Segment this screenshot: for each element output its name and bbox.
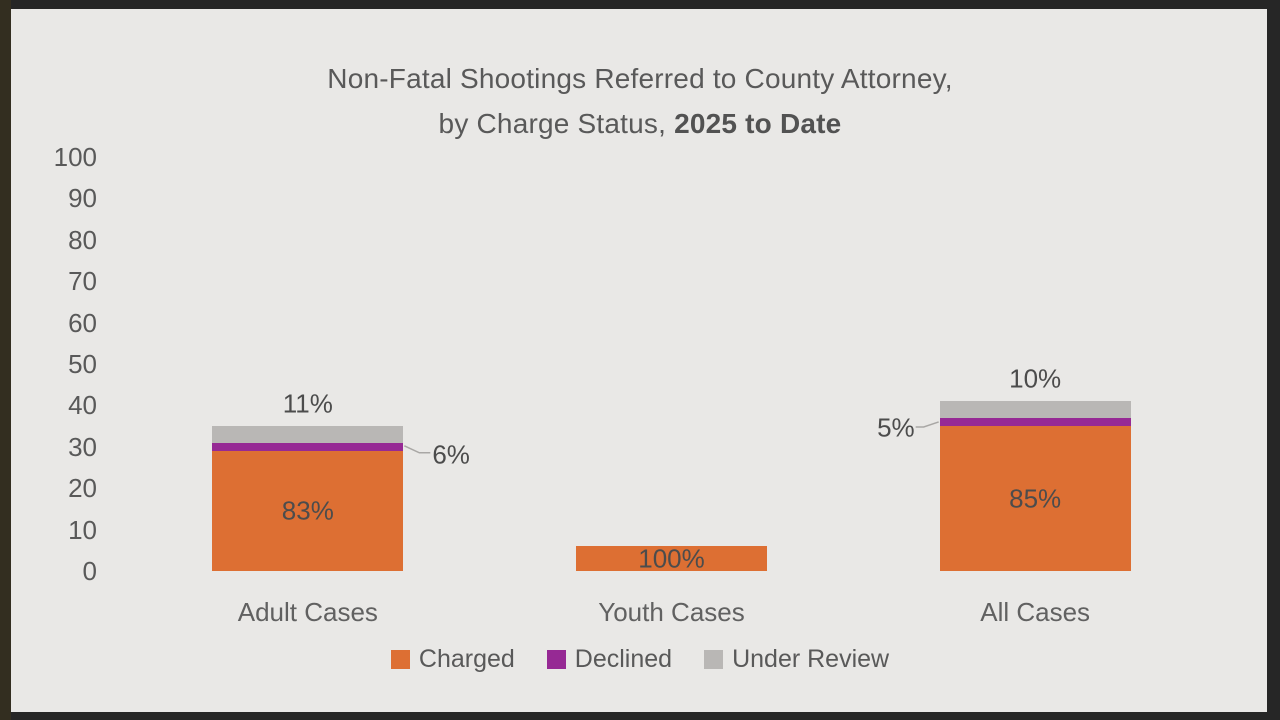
leader-line	[915, 421, 939, 428]
y-tick-label-70: 70	[68, 266, 97, 297]
y-tick-label-90: 90	[68, 183, 97, 214]
legend-swatch-under-review	[704, 650, 724, 669]
y-tick-label-0: 0	[82, 556, 97, 586]
bar-segment-all-cases-charged	[939, 426, 1131, 571]
data-label-adult-cases-charged: 83%	[281, 495, 334, 526]
legend-swatch-charged	[390, 650, 410, 669]
chart-title-line1: Non-Fatal Shootings Referred to County A…	[327, 63, 953, 94]
legend-label-under-review: Under Review	[732, 645, 890, 673]
legend-item-charged: Charged	[390, 645, 515, 674]
legend-swatch-declined	[546, 650, 566, 669]
data-label-all-cases-declined: 5%	[877, 412, 915, 443]
legend-item-under-review: Under Review	[704, 645, 889, 674]
data-label-youth-cases-charged: 100%	[638, 543, 705, 574]
y-tick-label-10: 10	[68, 514, 97, 545]
y-tick-label-60: 60	[68, 307, 97, 338]
chart-title-line2: by Charge Status,	[438, 108, 675, 139]
data-label-adult-cases-declined: 6%	[432, 439, 470, 470]
chart-title: Non-Fatal Shootings Referred to County A…	[0, 56, 1280, 146]
y-tick-label-40: 40	[68, 390, 97, 421]
y-tick-label-20: 20	[68, 473, 97, 504]
category-label-adult-cases: Adult Cases	[237, 597, 378, 627]
legend-item-declined: Declined	[546, 645, 673, 674]
category-label-all-cases: All Cases	[980, 597, 1091, 627]
chart-title-line2-bold: 2025 to Date	[674, 108, 842, 139]
bar-segment-adult-cases-under-review	[212, 426, 404, 443]
legend-label-declined: Declined	[574, 645, 673, 673]
bar-segment-adult-cases-charged	[212, 450, 404, 571]
bar-segment-adult-cases-declined	[212, 442, 404, 451]
bar-segment-all-cases-declined	[939, 417, 1131, 427]
bar-segment-youth-cases-charged	[576, 546, 767, 571]
video-frame-left-edge	[0, 0, 11, 720]
data-label-all-cases-charged: 85%	[1009, 483, 1062, 514]
slide-background	[11, 9, 1267, 712]
legend: Charged Declined Under Review	[0, 645, 1280, 674]
y-tick-label-50: 50	[68, 349, 97, 379]
category-label-youth-cases: Youth Cases	[598, 597, 745, 627]
y-tick-label-80: 80	[68, 224, 97, 255]
bar-segment-all-cases-under-review	[939, 401, 1131, 418]
leader-line	[404, 445, 431, 454]
data-label-adult-cases-under-review: 11%	[282, 388, 333, 419]
y-tick-label-100: 100	[53, 142, 97, 172]
y-tick-label-30: 30	[68, 431, 97, 462]
legend-label-charged: Charged	[418, 645, 515, 673]
data-label-all-cases-under-review: 10%	[1009, 363, 1062, 394]
